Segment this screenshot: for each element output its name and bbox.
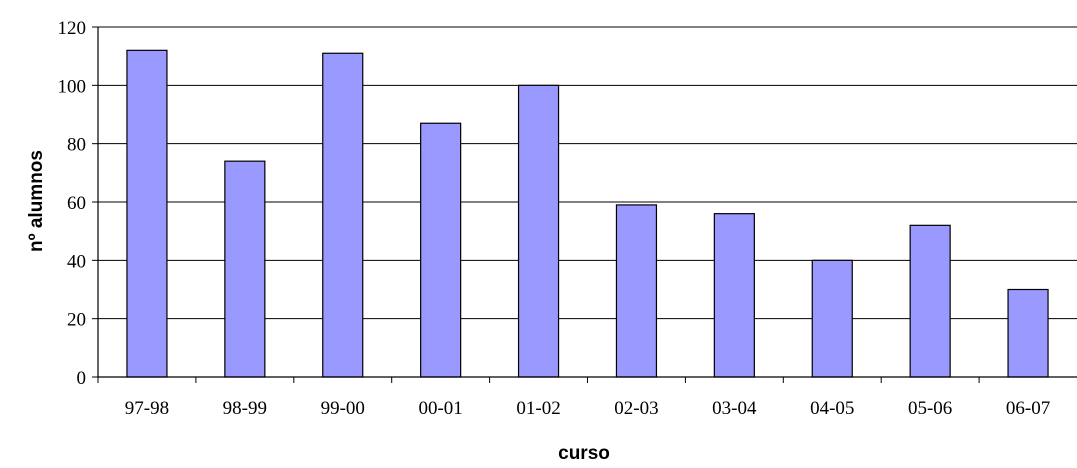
bar-06-07 bbox=[1007, 288, 1049, 378]
y-axis-title: nº alumnos bbox=[26, 150, 47, 252]
x-tick-label: 05-06 bbox=[908, 398, 952, 419]
x-tick-label: 03-04 bbox=[712, 398, 757, 419]
x-tick-label: 98-99 bbox=[223, 398, 267, 419]
bar-99-00 bbox=[322, 52, 364, 378]
axes bbox=[92, 26, 1077, 383]
x-axis-title: curso bbox=[558, 443, 610, 464]
bar-02-03 bbox=[615, 204, 658, 378]
y-tick-labels: 0 20 40 60 80 100 120 bbox=[58, 18, 87, 389]
y-tick-label: 120 bbox=[58, 18, 87, 39]
x-tick-label: 01-02 bbox=[516, 398, 560, 419]
y-tick-label: 60 bbox=[67, 193, 86, 214]
x-tick-labels: 97-98 98-99 99-00 00-01 01-02 02-03 03-04 04-05… bbox=[125, 398, 1050, 419]
x-tick-label: 99-00 bbox=[321, 398, 365, 419]
bar-01-02 bbox=[517, 84, 560, 378]
bar-04-05 bbox=[811, 259, 853, 378]
x-tick-label: 06-07 bbox=[1006, 398, 1050, 419]
y-tick-label: 20 bbox=[67, 310, 86, 331]
bar-03-04 bbox=[713, 213, 755, 378]
x-tick-label: 02-03 bbox=[614, 398, 658, 419]
y-tick-label: 100 bbox=[58, 76, 87, 97]
bar-05-06 bbox=[909, 224, 951, 378]
y-tick-label: 0 bbox=[77, 368, 87, 389]
x-tick-label: 00-01 bbox=[418, 398, 462, 419]
y-tick-label: 40 bbox=[67, 251, 86, 272]
x-tick-label: 97-98 bbox=[125, 398, 169, 419]
y-tick-label: 80 bbox=[67, 135, 86, 156]
bar-98-99 bbox=[224, 160, 266, 378]
x-tick-label: 04-05 bbox=[810, 398, 854, 419]
bars bbox=[126, 49, 1049, 378]
bar-97-98 bbox=[126, 49, 168, 378]
bar-00-01 bbox=[420, 122, 462, 378]
